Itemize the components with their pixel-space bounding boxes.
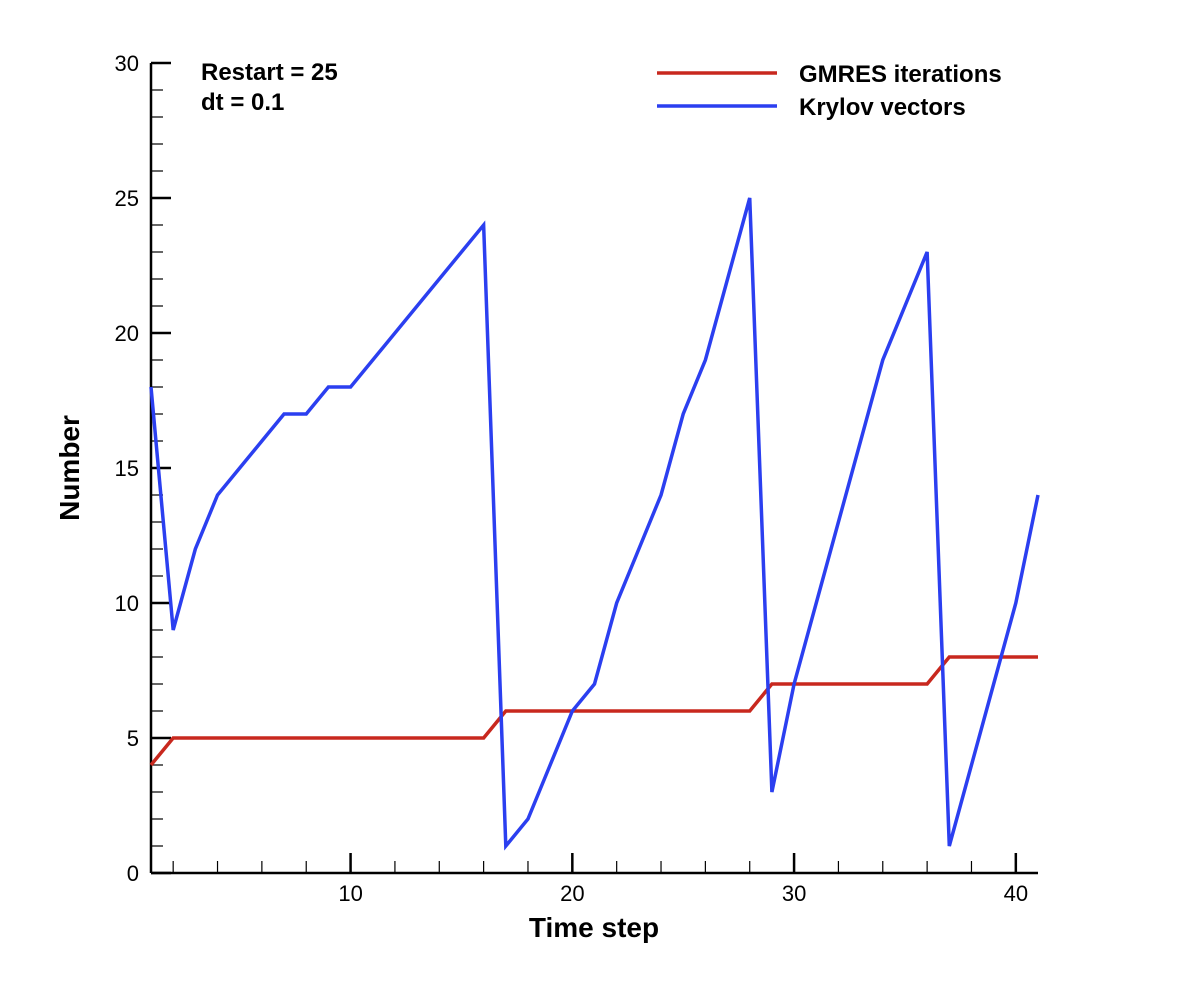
legend-label-krylov: Krylov vectors (799, 94, 966, 121)
series-lines (149, 197, 1040, 851)
annotation-dt: dt = 0.1 (201, 89, 284, 116)
x-tick-label: 30 (782, 881, 806, 906)
y-tick-label: 0 (127, 861, 139, 886)
series-line-krylov-vectors (149, 197, 1040, 851)
series-line-gmres-iterations (149, 655, 1038, 767)
x-tick-label: 10 (338, 881, 362, 906)
x-tick-label: 40 (1004, 881, 1028, 906)
annotation-restart: Restart = 25 (201, 59, 338, 86)
x-tick-label: 20 (560, 881, 584, 906)
y-axis-title: Number (54, 415, 85, 521)
y-tick-label: 15 (115, 456, 139, 481)
y-tick-label: 30 (115, 51, 139, 76)
y-tick-label: 20 (115, 321, 139, 346)
y-tick-label: 25 (115, 186, 139, 211)
y-tick-label: 5 (127, 726, 139, 751)
chart-text: Time step Number Restart = 25 dt = 0.1 (54, 59, 659, 943)
x-axis-title: Time step (529, 912, 659, 943)
axes: 0 5 10 15 20 25 30 10 20 30 40 (115, 51, 1038, 906)
legend-label-gmres: GMRES iterations (799, 61, 1002, 88)
y-tick-label: 10 (115, 591, 139, 616)
legend: GMRES iterations Krylov vectors (657, 61, 1002, 121)
